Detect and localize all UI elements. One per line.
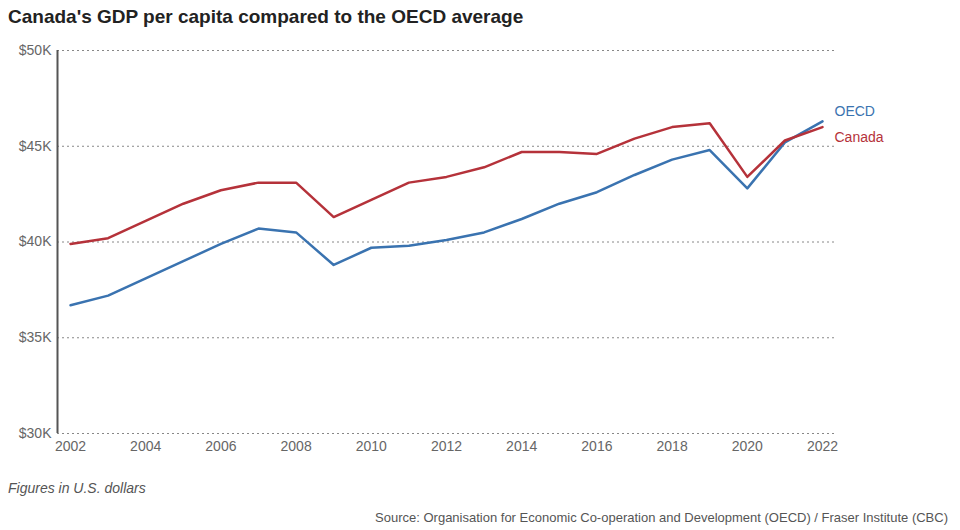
svg-text:OECD: OECD (835, 103, 875, 119)
svg-text:2002: 2002 (55, 438, 86, 454)
svg-text:$50K: $50K (19, 42, 52, 58)
svg-text:$40K: $40K (19, 233, 52, 249)
svg-text:2014: 2014 (506, 438, 537, 454)
svg-text:2018: 2018 (657, 438, 688, 454)
svg-text:$45K: $45K (19, 138, 52, 154)
svg-text:2022: 2022 (807, 438, 838, 454)
svg-text:2016: 2016 (581, 438, 612, 454)
svg-text:2004: 2004 (130, 438, 161, 454)
svg-text:$30K: $30K (19, 425, 52, 441)
svg-text:Canada: Canada (835, 129, 884, 145)
svg-text:2008: 2008 (281, 438, 312, 454)
html-text:Figures in U.S. dollars: Figures in U.S. dollars (8, 480, 146, 496)
html-text:Canada's GDP per capita compar: Canada's GDP per capita compared to the … (8, 6, 524, 27)
html-text:Source: Organisation for Econo: Source: Organisation for Economic Co-ope… (375, 510, 948, 525)
svg-text:2006: 2006 (205, 438, 236, 454)
svg-text:2012: 2012 (431, 438, 462, 454)
svg-text:2010: 2010 (356, 438, 387, 454)
svg-text:$35K: $35K (19, 329, 52, 345)
svg-text:2020: 2020 (732, 438, 763, 454)
